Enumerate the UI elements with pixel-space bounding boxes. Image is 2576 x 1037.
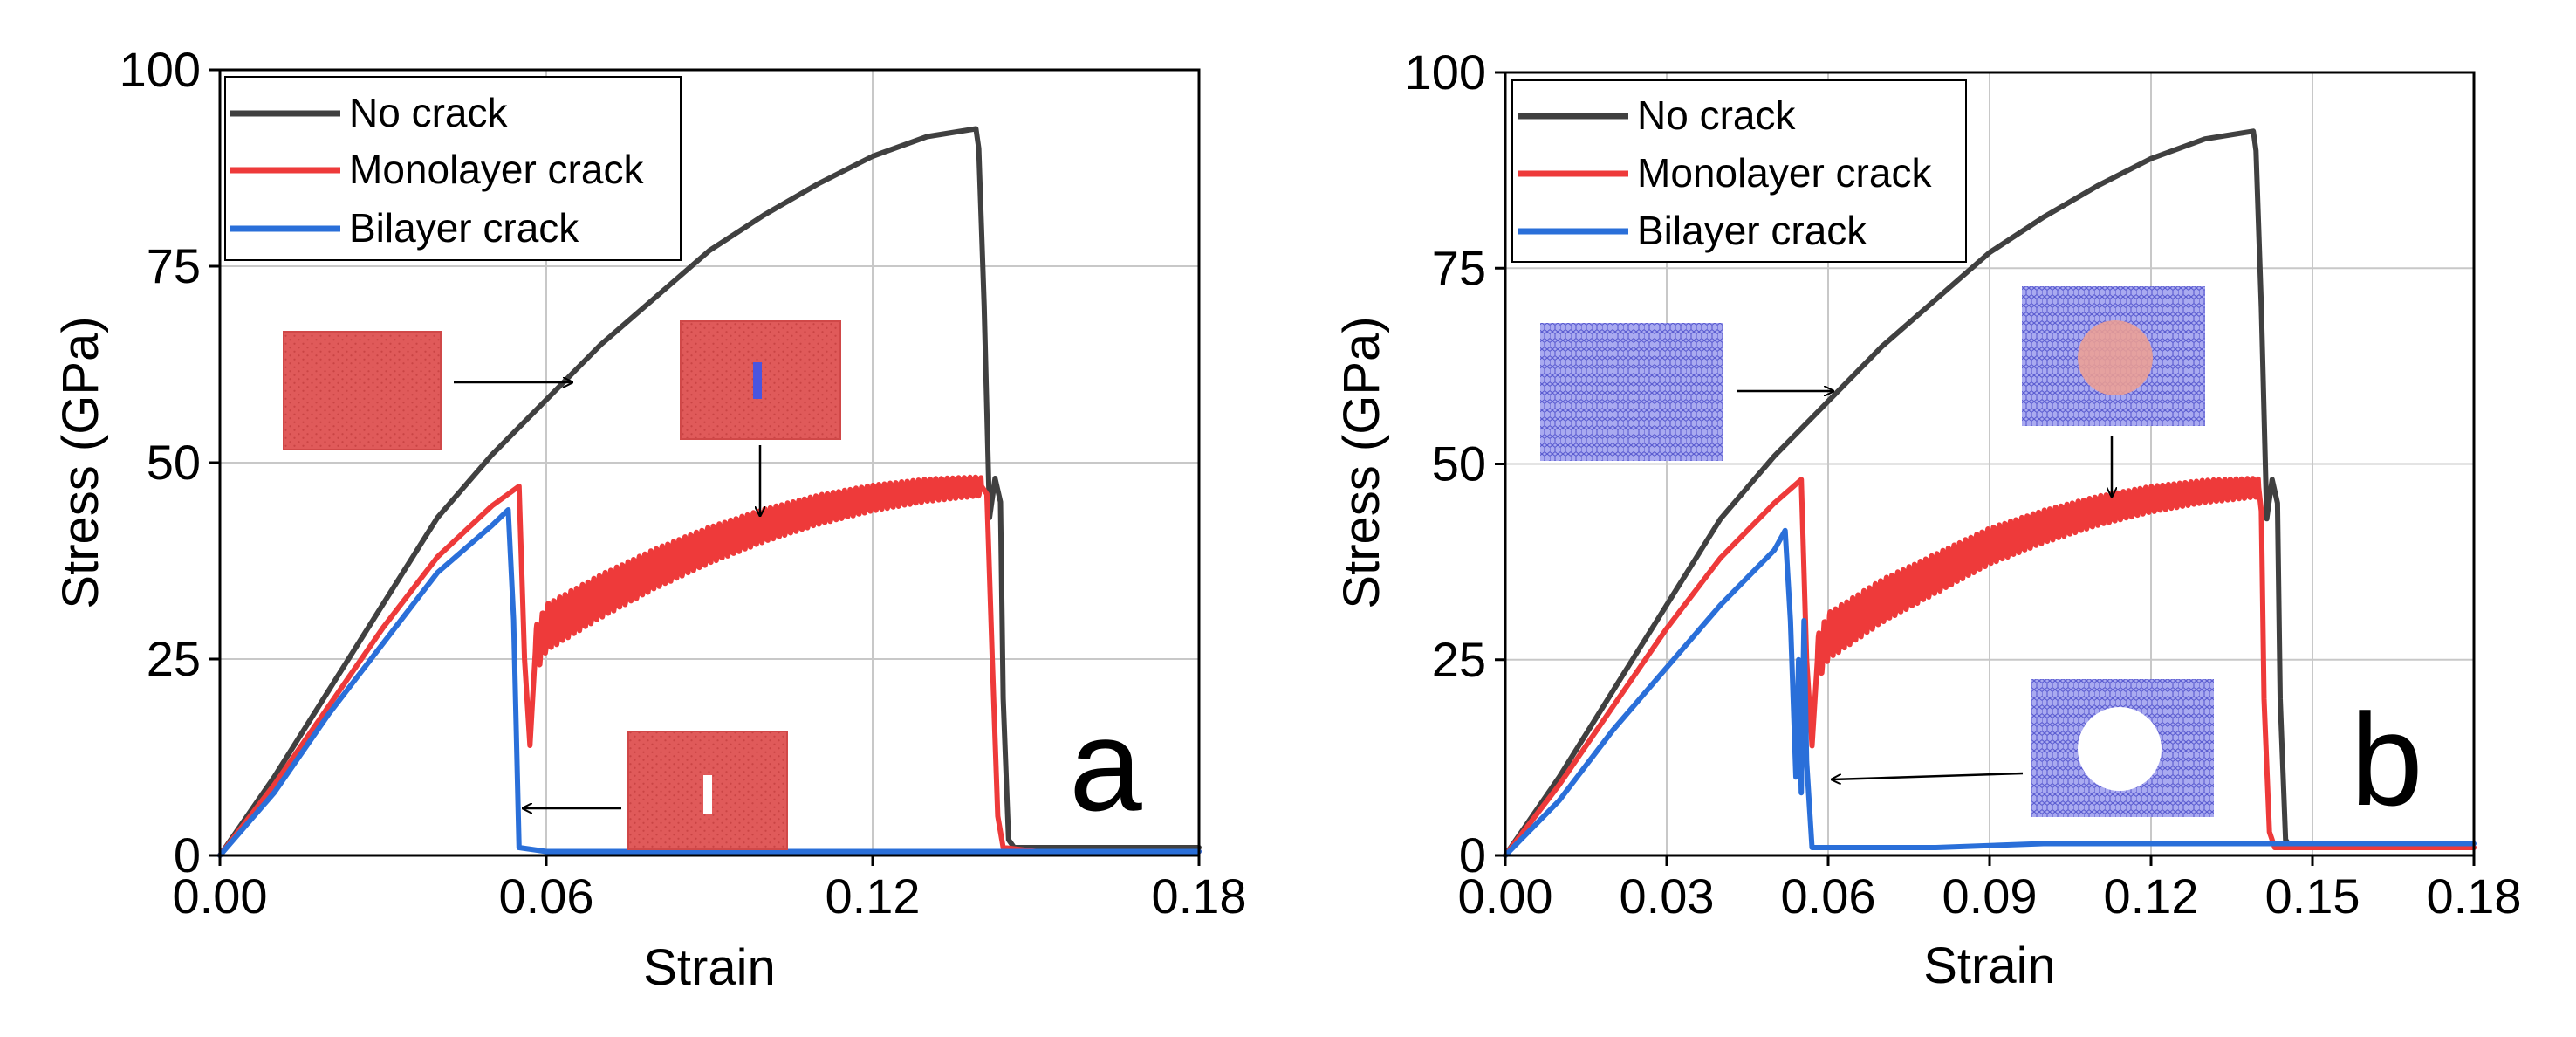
x-tick-label: 0.09 (1942, 869, 2038, 924)
panel-b-ticks: 0.00 0.03 0.06 0.09 0.12 0.15 0.18 0 25 50 75 100 (1405, 45, 2522, 924)
panel-a-xlabel: Strain (643, 939, 776, 996)
series-line-no-crack (217, 126, 1202, 858)
panel-b: 0.00 0.03 0.06 0.09 0.12 0.15 0.18 0 25 50 75 100 S… (1333, 45, 2522, 994)
legend-label-monolayer-crack: Monolayer crack (1637, 150, 1932, 196)
y-tick-label: 25 (1432, 632, 1486, 687)
panel-a-series (217, 126, 1202, 858)
panel-b-series (1503, 128, 2477, 858)
monolayer-crack-slit (753, 362, 762, 399)
y-tick-label: 0 (174, 828, 201, 882)
x-tick-label: 0.18 (2427, 869, 2522, 924)
legend-label-monolayer-crack: Monolayer crack (349, 147, 644, 192)
legend-label-no-crack: No crack (349, 90, 508, 135)
panel-a-letter: a (1069, 691, 1142, 838)
panel-b-ylabel: Stress (GPa) (1333, 316, 1390, 608)
legend-label-no-crack: No crack (1637, 93, 1796, 138)
y-tick-label: 25 (147, 631, 201, 686)
x-tick-label: 0.18 (1152, 869, 1247, 924)
x-tick-label: 0.15 (2265, 869, 2360, 924)
series-line-monolayer-crack (217, 474, 1202, 858)
y-tick-label: 100 (1405, 45, 1486, 100)
panel-b-xlabel: Strain (1923, 937, 2056, 994)
monolayer-hole-circle (2078, 320, 2153, 395)
panel-a-inset-monolayer-crack (680, 320, 841, 440)
legend-label-bilayer-crack: Bilayer crack (349, 205, 579, 251)
panel-a-legend: No crack Monolayer crack Bilayer crack (224, 76, 682, 261)
series-line-monolayer-crack (1503, 476, 2477, 858)
panel-a-inset-bilayer-crack (627, 731, 788, 850)
x-tick-label: 0.00 (1458, 869, 1553, 924)
y-tick-label: 75 (147, 238, 201, 293)
y-tick-label: 0 (1459, 828, 1486, 882)
y-tick-label: 50 (147, 435, 201, 490)
panel-b-inset-no-crack (1540, 323, 1723, 461)
panel-b-inset-bilayer-hole (2031, 679, 2214, 817)
x-tick-label: 0.12 (2104, 869, 2199, 924)
x-tick-label: 0.06 (1781, 869, 1876, 924)
panel-b-legend: No crack Monolayer crack Bilayer crack (1511, 79, 1967, 263)
panel-a-grid (220, 70, 1199, 855)
panel-a-ticks: 0.00 0.06 0.12 0.18 0 25 50 75 100 (120, 42, 1247, 924)
panel-b-arrow-bilayer (1833, 772, 2024, 779)
series-line-bilayer-crack (1503, 527, 2477, 858)
x-tick-label: 0.06 (499, 869, 594, 924)
bilayer-crack-slit (703, 775, 712, 814)
y-tick-label: 75 (1432, 240, 1486, 295)
x-tick-label: 0.00 (173, 869, 268, 924)
bilayer-hole-circle (2078, 707, 2162, 791)
panel-a-ylabel: Stress (GPa) (52, 316, 109, 608)
panel-a: 0.00 0.06 0.12 0.18 0 25 50 75 100 Strain Stress… (52, 42, 1247, 996)
y-tick-label: 100 (120, 42, 201, 97)
series-line-bilayer-crack (217, 507, 1202, 858)
x-tick-label: 0.12 (826, 869, 921, 924)
panel-b-inset-monolayer-hole (2022, 286, 2205, 426)
panel-a-inset-no-crack (283, 331, 442, 450)
x-tick-label: 0.03 (1620, 869, 1715, 924)
panel-b-letter: b (2350, 686, 2422, 833)
legend-label-bilayer-crack: Bilayer crack (1637, 208, 1867, 253)
y-tick-label: 50 (1432, 436, 1486, 491)
